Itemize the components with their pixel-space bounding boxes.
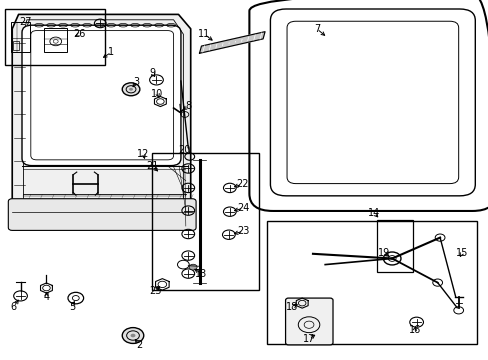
Bar [376,220,412,272]
Text: 6: 6 [11,302,17,312]
Text: 26: 26 [73,29,85,39]
FancyBboxPatch shape [285,298,332,345]
Bar [44,28,67,52]
FancyBboxPatch shape [8,199,196,230]
Text: 12: 12 [137,149,149,159]
Text: 23: 23 [237,226,249,236]
Text: 24: 24 [237,203,249,213]
Text: 9: 9 [149,68,155,78]
Circle shape [122,83,140,96]
Bar [11,22,30,52]
Polygon shape [199,32,264,53]
FancyBboxPatch shape [22,25,181,166]
Bar [151,153,259,290]
Text: 20: 20 [178,145,191,156]
Bar [13,41,19,50]
Text: 15: 15 [455,248,468,258]
Text: 2: 2 [136,340,142,350]
Text: 8: 8 [185,101,191,111]
Text: 19: 19 [377,248,389,258]
Text: 16: 16 [407,325,420,336]
Circle shape [129,88,133,91]
Polygon shape [12,14,190,227]
Text: 4: 4 [43,292,49,302]
Text: 10: 10 [151,89,163,99]
Text: 17: 17 [302,334,315,344]
Text: 18: 18 [285,302,298,312]
Text: 21: 21 [146,161,159,171]
Text: 5: 5 [69,302,75,312]
Circle shape [189,264,197,270]
Text: 27: 27 [19,17,32,27]
Text: 14: 14 [367,208,380,218]
Text: 22: 22 [235,179,248,189]
Bar [5,9,105,65]
Circle shape [130,334,135,337]
Text: 11: 11 [198,29,210,39]
Text: 13: 13 [195,269,207,279]
Text: 3: 3 [133,77,139,87]
Circle shape [122,328,143,343]
Text: 7: 7 [313,24,319,34]
Text: 25: 25 [149,286,162,296]
Text: 1: 1 [108,47,114,57]
Bar [266,221,476,344]
